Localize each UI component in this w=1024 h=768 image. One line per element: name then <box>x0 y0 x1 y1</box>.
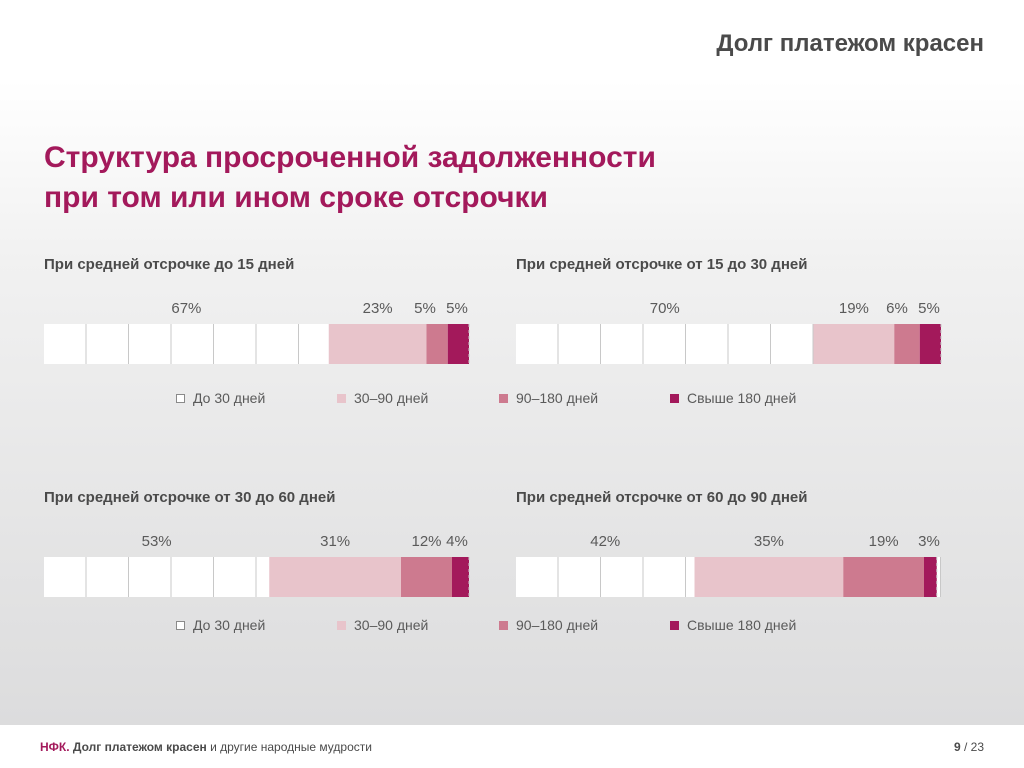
segment-90-180 <box>401 557 452 597</box>
percent-label: 4% <box>446 533 468 550</box>
stacked-bar-svg <box>328 324 470 364</box>
segment-30-90 <box>328 324 427 364</box>
chart-panel-3: При средней отсрочке от 30 до 60 дней 53… <box>44 489 470 629</box>
header-title: Долг платежом красен <box>716 30 984 57</box>
legend-item: 90–180 дней <box>499 390 598 406</box>
percent-label: 19% <box>838 300 869 317</box>
stacked-bar <box>44 324 470 364</box>
percent-label: 35% <box>753 533 784 550</box>
footer-subtitle: и другие народные мудрости <box>210 740 372 754</box>
segment-90-180 <box>426 324 448 364</box>
page-title-line1: Структура просроченной задолженности <box>44 141 656 174</box>
percent-labels: 53% 31% 12% 4% <box>44 533 469 553</box>
stacked-bar-svg <box>269 557 470 597</box>
legend-swatch <box>337 394 346 403</box>
percent-label: 19% <box>868 533 899 550</box>
legend-label: 90–180 дней <box>516 617 599 633</box>
segment-over-180 <box>447 324 469 364</box>
legend-bottom: До 30 дней 30–90 дней 90–180 дней Свыше 180… <box>0 617 1024 637</box>
stacked-bar <box>44 557 470 597</box>
legend-label: До 30 дней <box>193 617 266 633</box>
legend-swatch <box>670 621 679 630</box>
segment-90-180 <box>894 324 920 364</box>
footer-brand: НФК. <box>40 740 70 754</box>
page-number: 9 / 23 <box>954 740 984 754</box>
percent-labels: 67% 23% 5% 5% <box>44 300 469 320</box>
legend-item: Свыше 180 дней <box>670 617 796 633</box>
total-pages: 23 <box>970 740 984 754</box>
chart-panel-4: При средней отсрочке от 60 до 90 дней 42… <box>516 489 941 629</box>
percent-labels: 70% 19% 6% 5% <box>516 300 941 320</box>
percent-label: 6% <box>886 300 908 317</box>
percent-label: 23% <box>362 300 393 317</box>
legend-swatch <box>499 394 508 403</box>
percent-label: 42% <box>590 533 621 550</box>
footer: НФК. Долг платежом красен и другие народ… <box>0 725 1024 768</box>
legend-item: Свыше 180 дней <box>670 390 796 406</box>
legend-swatch <box>176 394 185 403</box>
stacked-bar-svg <box>694 557 938 597</box>
footer-title: Долг платежом красен <box>72 740 207 754</box>
page-separator: / <box>960 740 971 754</box>
percent-label: 5% <box>414 300 436 317</box>
legend-label: 90–180 дней <box>516 390 599 406</box>
footer-caption: НФК. Долг платежом красен и другие народ… <box>40 740 372 754</box>
current-page: 9 <box>953 740 961 754</box>
segment-over-180 <box>919 324 941 364</box>
percent-label: 31% <box>320 533 351 550</box>
segment-over-180 <box>924 557 937 597</box>
percent-label: 12% <box>411 533 442 550</box>
segment-30-90 <box>813 324 895 364</box>
percent-label: 3% <box>918 533 940 550</box>
percent-label: 5% <box>446 300 468 317</box>
chart-panel-1: При средней отсрочке до 15 дней 67% 23% 5%… <box>44 256 470 396</box>
segment-30-90 <box>269 557 401 597</box>
legend-item: До 30 дней <box>176 390 265 406</box>
legend-swatch <box>176 621 185 630</box>
percent-label: 67% <box>171 300 202 317</box>
legend-item: До 30 дней <box>176 617 265 633</box>
legend-item: 90–180 дней <box>499 617 598 633</box>
segment-90-180 <box>843 557 924 597</box>
legend-swatch <box>499 621 508 630</box>
legend-item: 30–90 дней <box>337 390 428 406</box>
legend-top: До 30 дней 30–90 дней 90–180 дней Свыше 180… <box>0 390 1024 410</box>
stacked-bar <box>516 324 942 364</box>
legend-swatch <box>337 621 346 630</box>
stacked-bar-svg <box>813 324 942 364</box>
chart-title: При средней отсрочке от 60 до 90 дней <box>516 489 808 506</box>
legend-item: 30–90 дней <box>337 617 428 633</box>
legend-swatch <box>670 394 679 403</box>
legend-label: До 30 дней <box>193 390 266 406</box>
segment-over-180 <box>452 557 469 597</box>
percent-label: 53% <box>141 533 172 550</box>
chart-title: При средней отсрочке до 15 дней <box>44 256 295 273</box>
legend-label: 30–90 дней <box>354 390 429 406</box>
percent-label: 70% <box>649 300 680 317</box>
percent-label: 5% <box>918 300 940 317</box>
legend-label: Свыше 180 дней <box>687 617 797 633</box>
chart-panel-2: При средней отсрочке от 15 до 30 дней 70… <box>516 256 942 396</box>
page-title-line2: при том или ином сроке отсрочки <box>44 181 548 214</box>
segment-30-90 <box>694 557 844 597</box>
chart-title: При средней отсрочке от 30 до 60 дней <box>44 489 336 506</box>
legend-label: Свыше 180 дней <box>687 390 797 406</box>
chart-title: При средней отсрочке от 15 до 30 дней <box>516 256 808 273</box>
percent-labels: 42% 35% 19% 3% <box>516 533 941 553</box>
stacked-bar <box>516 557 941 597</box>
legend-label: 30–90 дней <box>354 617 429 633</box>
page-title: Структура просроченной задолженности при… <box>44 138 844 218</box>
